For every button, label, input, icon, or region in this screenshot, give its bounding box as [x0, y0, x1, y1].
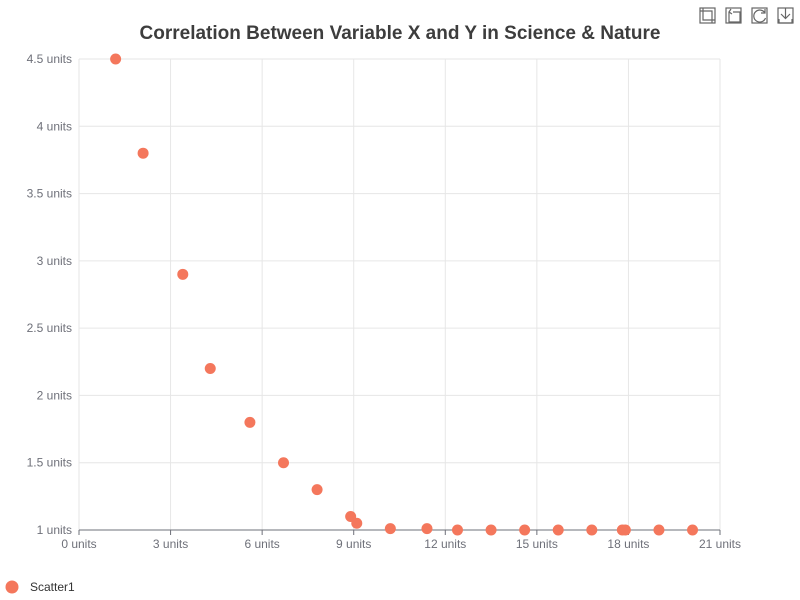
restore-icon[interactable] [751, 7, 768, 24]
y-tick-label: 3.5 units [27, 187, 72, 201]
chart-title: Correlation Between Variable X and Y in … [140, 23, 661, 44]
x-tick-label: 18 units [607, 537, 649, 551]
x-tick-label: 15 units [516, 537, 558, 551]
x-tick-label: 9 units [336, 537, 371, 551]
x-tick-label: 12 units [424, 537, 466, 551]
data-points [110, 53, 699, 536]
download-icon[interactable] [777, 7, 794, 24]
scatter-point[interactable] [687, 524, 699, 536]
axes: 0 units 3 units 6 units 9 units 12 units 15 u… [27, 52, 741, 551]
scatter-point[interactable] [110, 53, 122, 65]
scatter-point[interactable] [311, 484, 323, 496]
y-tick-label: 4 units [37, 119, 72, 133]
legend-label: Scatter1 [30, 580, 75, 594]
x-tick-label: 21 units [699, 537, 741, 551]
grid [78, 58, 721, 531]
scatter-point[interactable] [421, 523, 433, 535]
scatter-point[interactable] [351, 517, 363, 529]
scatter-point[interactable] [451, 524, 463, 536]
scatter-point[interactable] [619, 524, 631, 536]
zoom-reset-icon[interactable] [725, 7, 742, 24]
scatter-point[interactable] [137, 147, 149, 159]
scatter-point[interactable] [177, 268, 189, 280]
y-tick-label: 1.5 units [27, 456, 72, 470]
y-tick-label: 3 units [37, 254, 72, 268]
y-tick-label: 2 units [37, 388, 72, 402]
scatter-point[interactable] [485, 524, 497, 536]
scatter-point[interactable] [586, 524, 598, 536]
y-tick-label: 4.5 units [27, 52, 72, 66]
toolbox [699, 7, 794, 24]
scatter-point[interactable] [552, 524, 564, 536]
zoom-icon[interactable] [699, 7, 716, 24]
legend-marker [5, 580, 19, 594]
scatter-point[interactable] [653, 524, 665, 536]
scatter-point[interactable] [278, 457, 290, 469]
scatter-point[interactable] [519, 524, 531, 536]
y-tick-label: 1 units [37, 523, 72, 537]
legend[interactable]: Scatter1 [5, 580, 76, 594]
x-tick-label: 3 units [153, 537, 188, 551]
y-tick-label: 2.5 units [27, 321, 72, 335]
scatter-point[interactable] [204, 363, 216, 375]
x-tick-label: 6 units [244, 537, 279, 551]
scatter-point[interactable] [244, 416, 256, 428]
scatter-point[interactable] [384, 523, 396, 535]
x-tick-label: 0 units [61, 537, 96, 551]
